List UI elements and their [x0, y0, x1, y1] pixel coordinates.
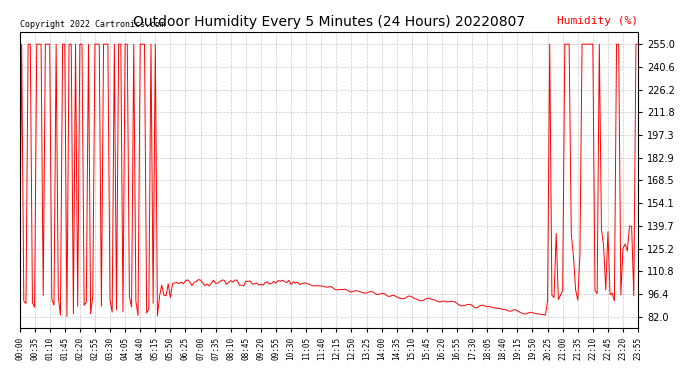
Title: Outdoor Humidity Every 5 Minutes (24 Hours) 20220807: Outdoor Humidity Every 5 Minutes (24 Hou… — [132, 15, 525, 29]
Text: Copyright 2022 Cartronics.com: Copyright 2022 Cartronics.com — [19, 20, 164, 28]
Text: Humidity (%): Humidity (%) — [557, 16, 638, 26]
